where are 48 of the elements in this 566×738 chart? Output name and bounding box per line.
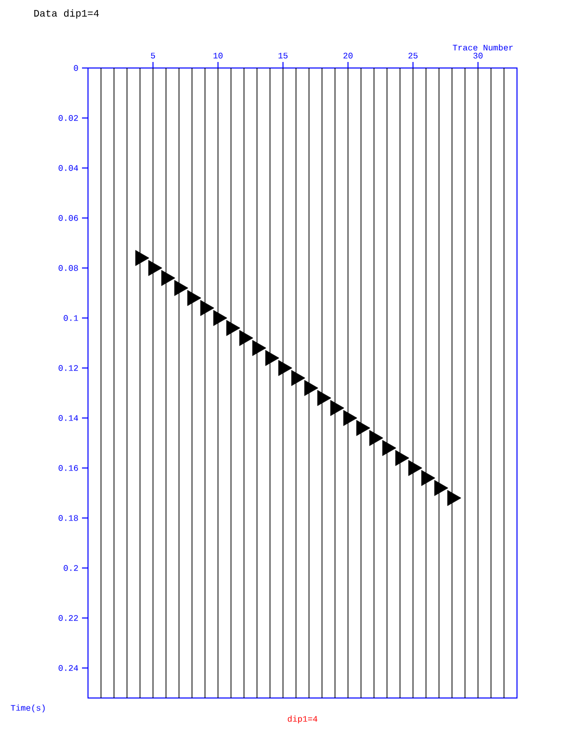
x-tick-label: 25 bbox=[408, 52, 418, 58]
x-tick-label: 20 bbox=[344, 52, 353, 58]
point bbox=[382, 440, 396, 456]
point bbox=[291, 370, 306, 386]
point bbox=[252, 340, 266, 356]
point bbox=[317, 390, 332, 406]
x-tick-label: 5 bbox=[150, 52, 156, 58]
x-tick-label: 15 bbox=[278, 52, 288, 58]
chart-title: Data dip1=4 bbox=[34, 9, 99, 19]
point bbox=[447, 490, 462, 506]
x-axis-title: Trace Number bbox=[452, 44, 513, 50]
y-tick-label: 0.24 bbox=[58, 665, 78, 671]
y-tick-label: 0.18 bbox=[58, 515, 78, 521]
point bbox=[187, 290, 202, 306]
point bbox=[213, 310, 228, 326]
point bbox=[304, 380, 318, 396]
point bbox=[265, 350, 280, 366]
point bbox=[434, 480, 448, 496]
point bbox=[135, 250, 150, 266]
point bbox=[161, 270, 176, 286]
point bbox=[330, 400, 344, 416]
x-tick-label: 10 bbox=[214, 52, 223, 58]
point bbox=[408, 460, 422, 476]
y-tick-label: 0.14 bbox=[58, 415, 78, 421]
point bbox=[200, 300, 214, 316]
y-tick-label: 0.1 bbox=[64, 315, 78, 321]
y-axis-title: Time(s) bbox=[10, 704, 45, 712]
y-tick-label: 0.12 bbox=[58, 365, 78, 371]
y-tick-label: 0 bbox=[74, 65, 78, 71]
y-tick-label: 0.04 bbox=[58, 165, 78, 171]
y-tick-label: 0.22 bbox=[58, 615, 78, 621]
y-tick-label: 0.06 bbox=[58, 215, 78, 221]
y-tick-label: 0.16 bbox=[58, 465, 78, 471]
x-tick-label: 30 bbox=[473, 52, 483, 58]
point bbox=[421, 470, 436, 486]
point bbox=[278, 360, 292, 376]
point bbox=[174, 280, 188, 296]
y-tick-label: 0.2 bbox=[64, 565, 78, 571]
y-tick-label: 0.02 bbox=[58, 115, 78, 121]
point bbox=[395, 450, 410, 466]
point bbox=[148, 260, 162, 276]
point bbox=[356, 420, 370, 436]
y-tick-label: 0.08 bbox=[58, 265, 78, 271]
point bbox=[226, 320, 240, 336]
text: dip1=4 bbox=[288, 716, 318, 724]
point bbox=[369, 430, 384, 446]
point bbox=[343, 410, 358, 426]
point bbox=[239, 330, 254, 346]
